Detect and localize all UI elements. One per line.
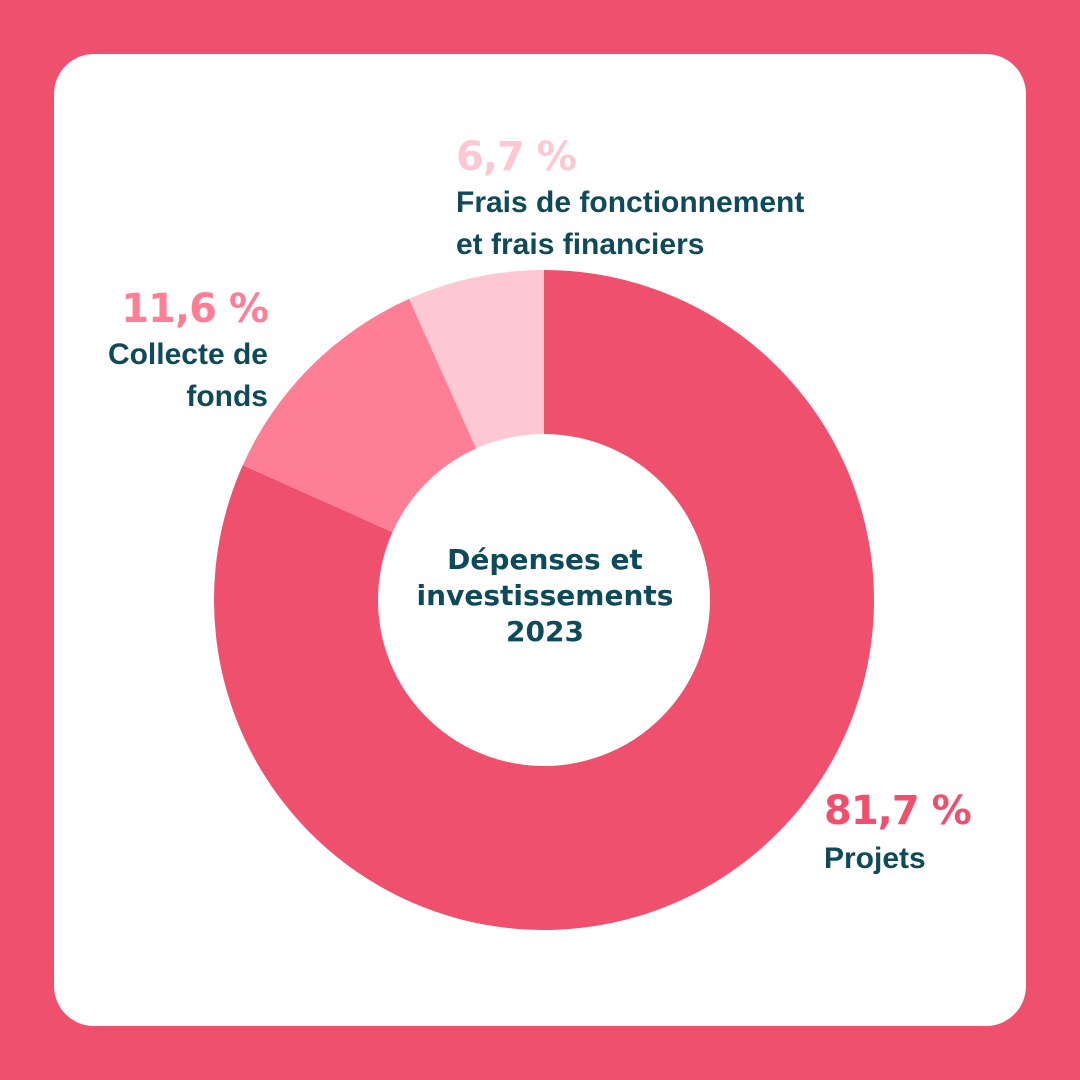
category-label-projets: Projets <box>824 838 926 880</box>
value-label-collecte: 11,6 % <box>121 286 269 332</box>
category-label-line: Frais de fonctionnement <box>456 186 805 219</box>
donut-slice-2 <box>409 270 544 449</box>
category-label-line: et frais financiers <box>456 228 705 261</box>
value-label-frais: 6,7 % <box>456 134 577 180</box>
center-title-line: 2023 <box>506 615 584 648</box>
center-title-line: investissements <box>416 579 674 612</box>
value-label-projets: 81,7 % <box>824 788 972 834</box>
category-label-line: fonds <box>186 380 268 413</box>
category-label-line: Projets <box>824 842 926 875</box>
category-label-line: Collecte de <box>107 338 268 371</box>
category-label-frais: Frais de fonctionnement et frais financi… <box>456 182 804 266</box>
donut-slice-1 <box>242 298 477 533</box>
category-label-collecte: Collecte de fonds <box>108 334 268 418</box>
donut-slice-0 <box>213 270 874 930</box>
center-title-line: Dépenses et <box>447 543 643 576</box>
chart-center-title: Dépenses et investissements 2023 <box>380 542 710 650</box>
